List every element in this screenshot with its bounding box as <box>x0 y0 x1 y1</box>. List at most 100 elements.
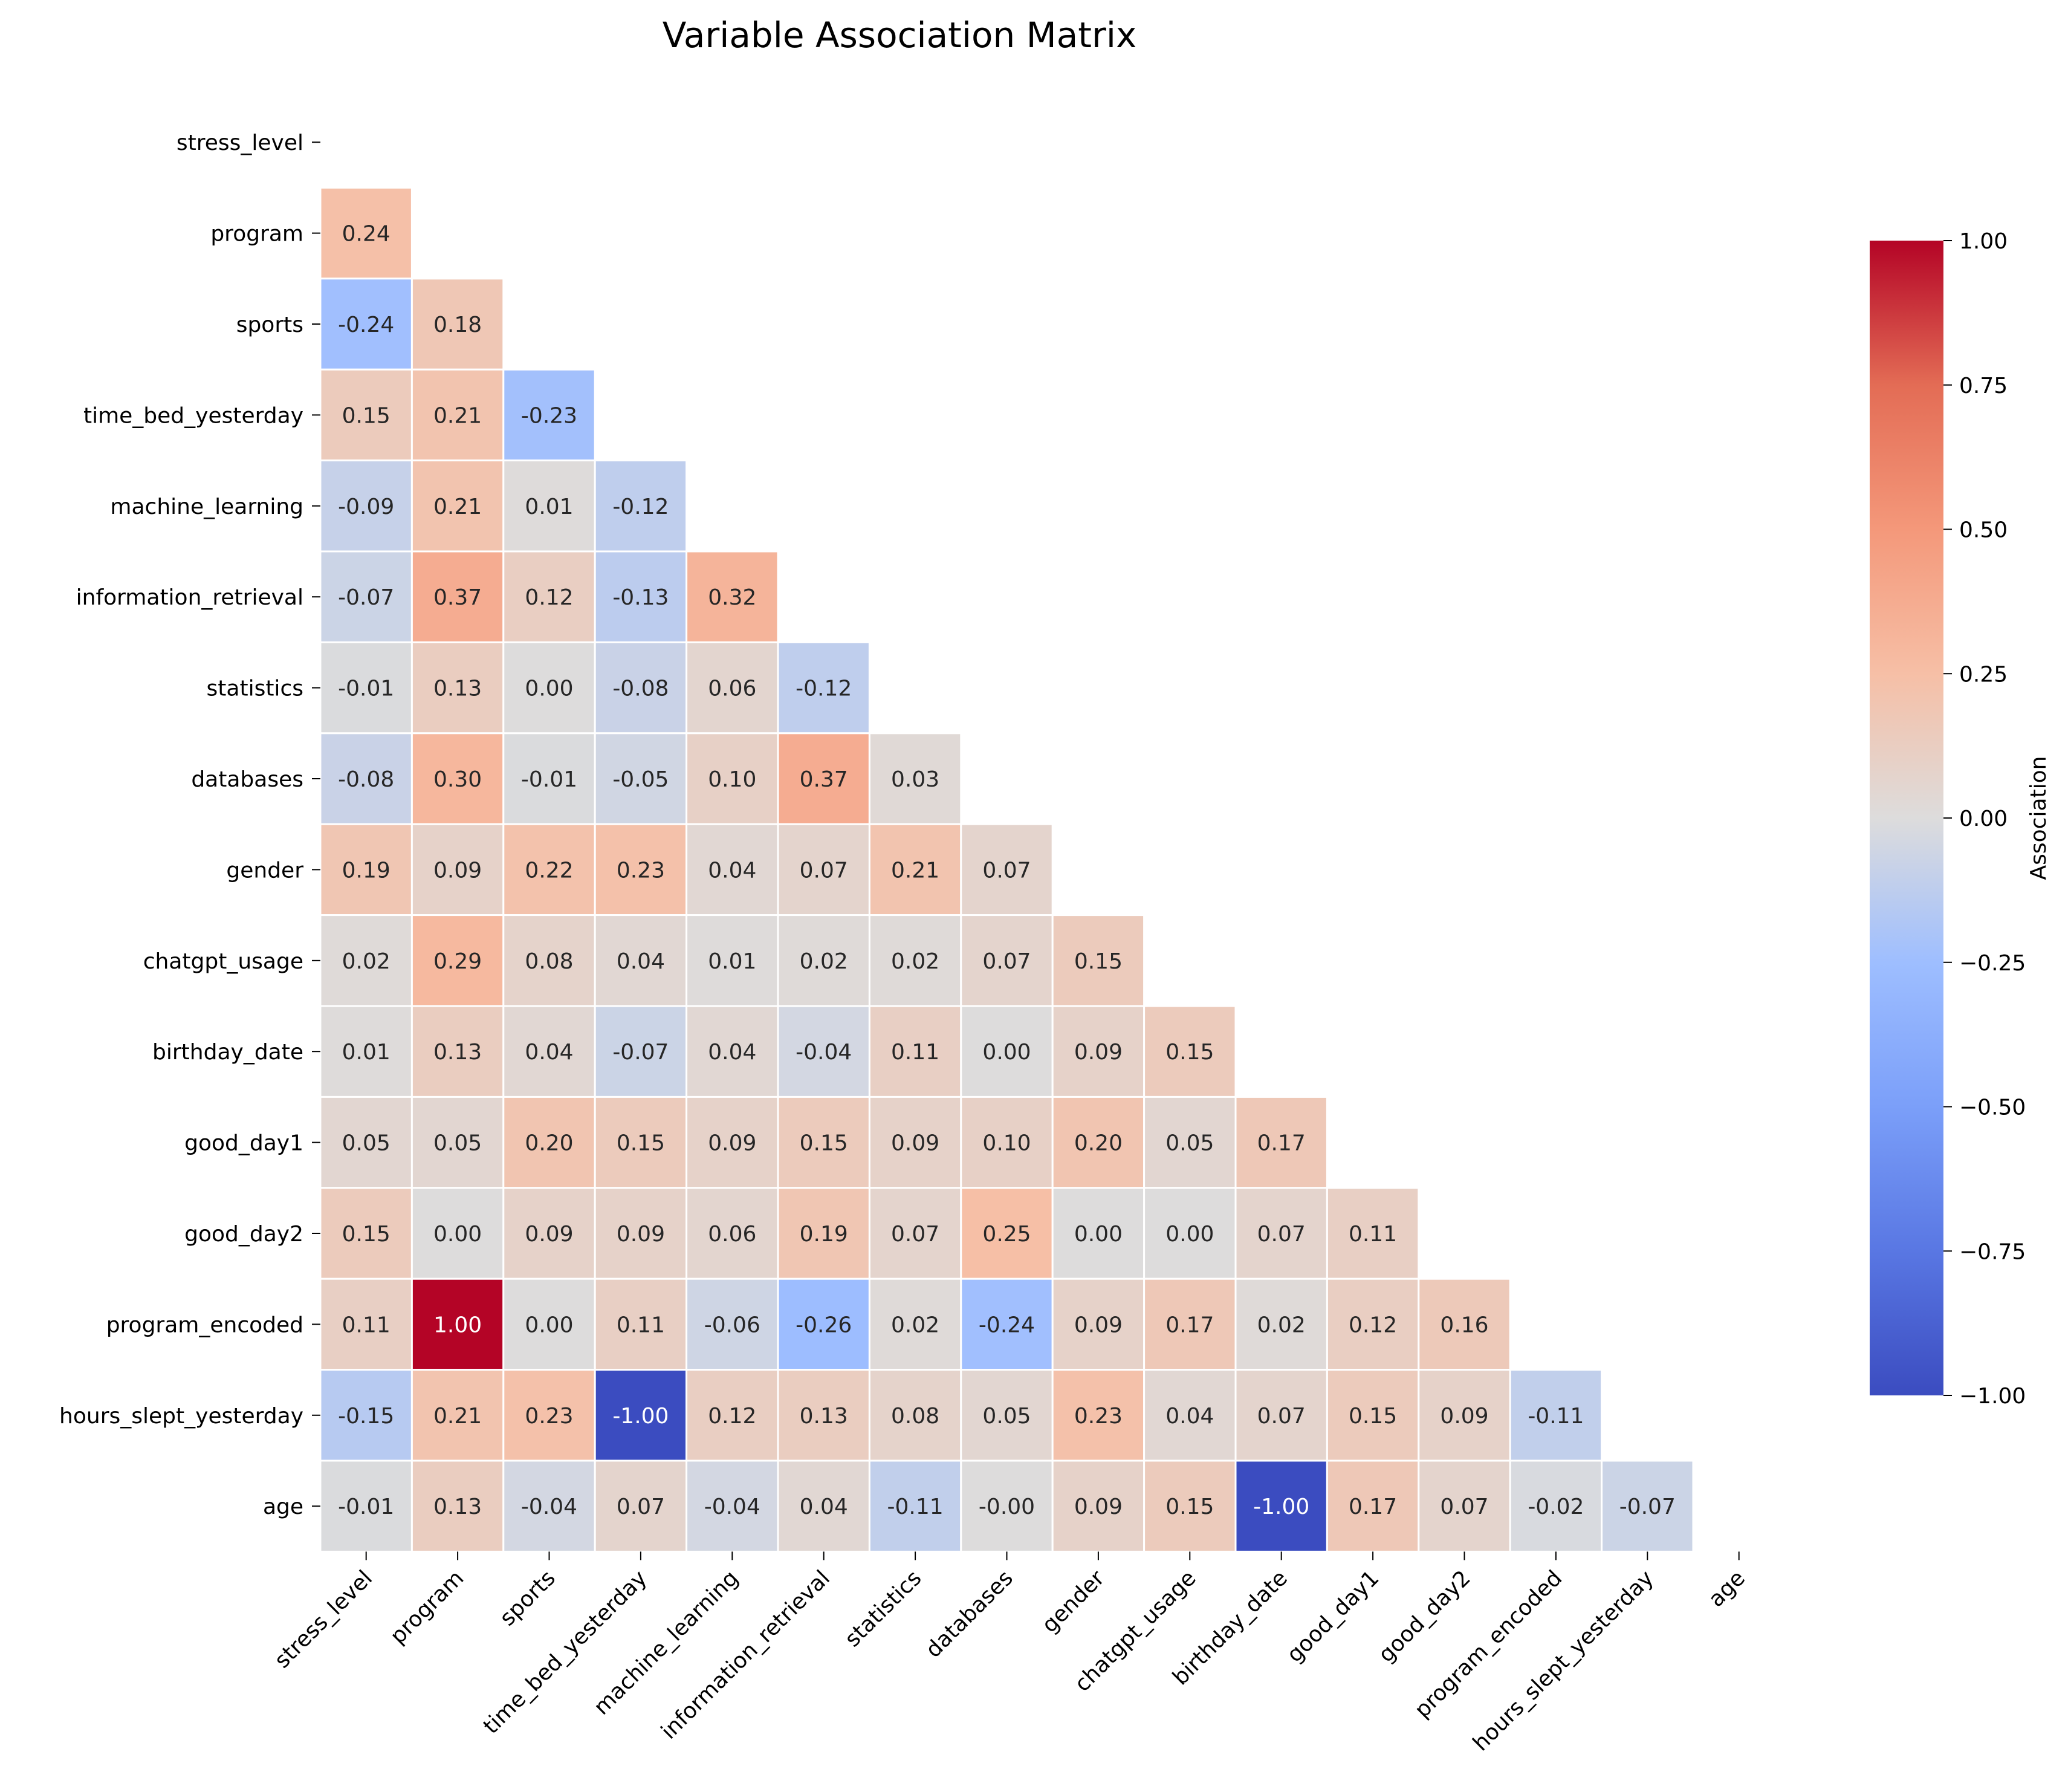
cell-value-label: 0.05 <box>433 1131 482 1156</box>
cell-value-label: -0.23 <box>521 403 577 428</box>
cell-value-label: 0.06 <box>708 1222 756 1247</box>
cell-value-label: 0.21 <box>433 1404 482 1429</box>
x-tick-label: program <box>386 1566 469 1649</box>
cell-value-label: 0.01 <box>342 1040 391 1065</box>
x-tick-label: time_bed_yesterday <box>479 1566 652 1739</box>
heatmap-cell <box>1326 1369 1420 1462</box>
heatmap-cell <box>319 1277 413 1371</box>
cell-value-label: 1.00 <box>433 1313 482 1337</box>
cell-value-label: 0.07 <box>1257 1404 1306 1429</box>
colorbar-tick-label: 0.50 <box>1959 518 2008 543</box>
heatmap-cell <box>502 1187 596 1280</box>
heatmap-cell <box>685 641 779 735</box>
cell-value-label: -0.09 <box>338 495 394 519</box>
cell-value-label: -0.06 <box>704 1313 760 1337</box>
heatmap-cell <box>410 1459 505 1553</box>
heatmap-cell <box>1143 1277 1237 1371</box>
cell-value-label: -0.12 <box>612 495 669 519</box>
heatmap-cell <box>1601 1459 1694 1553</box>
heatmap-cell <box>594 1369 688 1462</box>
x-tick-label: stress_level <box>270 1566 377 1674</box>
cell-value-label: -0.12 <box>796 677 852 701</box>
y-tick-label: time_bed_yesterday <box>83 403 303 428</box>
cell-value-label: -0.05 <box>612 767 669 792</box>
heatmap-cell <box>868 1277 962 1371</box>
y-tick-label: age <box>263 1495 303 1519</box>
cell-value-label: 0.10 <box>708 767 756 792</box>
cell-value-label: 0.23 <box>617 858 665 883</box>
cell-value-label: 0.08 <box>891 1404 939 1429</box>
cell-value-label: -0.08 <box>338 767 394 792</box>
heatmap-cell <box>777 1277 870 1371</box>
heatmap-cell <box>960 1369 1054 1462</box>
cell-value-label: 0.20 <box>1074 1131 1123 1156</box>
cell-value-label: -0.07 <box>612 1040 669 1065</box>
cell-value-label: 0.22 <box>525 858 573 883</box>
cell-value-label: 0.11 <box>617 1313 665 1337</box>
colorbar-gradient <box>1870 241 1943 1395</box>
cell-value-label: 0.18 <box>433 313 482 337</box>
y-tick-label: hours_slept_yesterday <box>59 1404 303 1429</box>
cell-value-label: 0.09 <box>1440 1404 1488 1429</box>
cell-value-label: 0.17 <box>1349 1495 1397 1519</box>
cell-value-label: 0.24 <box>342 222 391 247</box>
cell-value-label: 0.15 <box>800 1131 848 1156</box>
cell-value-label: 0.15 <box>617 1131 665 1156</box>
cell-value-label: 0.00 <box>433 1222 482 1247</box>
cell-value-label: -0.04 <box>796 1040 852 1065</box>
cell-value-label: -0.11 <box>1528 1404 1584 1429</box>
heatmap-cell <box>777 1369 870 1462</box>
cell-value-label: 0.17 <box>1257 1131 1306 1156</box>
heatmap-cell <box>960 1187 1054 1280</box>
heatmap-cells: 0.24 -0.24 0.18 0.15 0.21 -0.23 -0.09 0.21 0.01 -… <box>319 186 1694 1553</box>
cell-value-label: -1.00 <box>1253 1495 1309 1519</box>
cell-value-label: 0.00 <box>525 677 573 701</box>
heatmap-cell <box>868 1187 962 1280</box>
cell-value-label: -0.15 <box>338 1404 394 1429</box>
cell-value-label: 0.09 <box>525 1222 573 1247</box>
cell-value-label: 0.04 <box>800 1495 848 1519</box>
colorbar-tick-label: −0.25 <box>1959 951 2026 976</box>
heatmap-cell <box>960 1459 1054 1553</box>
y-tick-label: good_day1 <box>184 1131 303 1156</box>
cell-value-label: 0.15 <box>1349 1404 1397 1429</box>
cell-value-label: 0.11 <box>1349 1222 1397 1247</box>
y-tick-label: stress_level <box>177 131 303 155</box>
cell-value-label: -0.04 <box>521 1495 577 1519</box>
heatmap-cell <box>1143 1187 1237 1280</box>
heatmap-cell <box>1051 1277 1146 1371</box>
heatmap-cell <box>685 1277 779 1371</box>
cell-value-label: -1.00 <box>612 1404 669 1429</box>
cell-value-label: -0.02 <box>1528 1495 1584 1519</box>
cell-value-label: 0.08 <box>525 949 573 974</box>
cell-value-label: 0.19 <box>800 1222 848 1247</box>
colorbar-label: Association <box>2026 756 2051 880</box>
heatmap-cell <box>410 550 505 643</box>
cell-value-label: 0.09 <box>617 1222 665 1247</box>
cell-value-label: 0.37 <box>433 585 482 610</box>
heatmap-cell <box>868 914 962 1007</box>
heatmap-cell <box>1234 1369 1328 1462</box>
heatmap-cell <box>319 1187 413 1280</box>
y-tick-label: gender <box>226 858 303 883</box>
heatmap-cell <box>1143 1459 1237 1553</box>
y-tick-label: good_day2 <box>184 1222 303 1247</box>
heatmap-cell <box>502 1459 596 1553</box>
cell-value-label: -0.13 <box>612 585 669 610</box>
heatmap-cell <box>502 823 596 917</box>
x-tick-label: good_day1 <box>1282 1566 1384 1667</box>
cell-value-label: 0.07 <box>891 1222 939 1247</box>
cell-value-label: 0.21 <box>891 858 939 883</box>
cell-value-label: 0.09 <box>708 1131 756 1156</box>
heatmap-cell <box>1234 1277 1328 1371</box>
y-tick-label: statistics <box>207 677 303 701</box>
y-tick-label: databases <box>191 767 303 792</box>
heatmap-cell <box>777 1096 870 1189</box>
chart-title: Variable Association Matrix <box>663 15 1137 56</box>
cell-value-label: 0.09 <box>891 1131 939 1156</box>
cell-value-label: 0.25 <box>982 1222 1031 1247</box>
heatmap-cell <box>1234 1459 1328 1553</box>
cell-value-label: 0.07 <box>800 858 848 883</box>
cell-value-label: 0.20 <box>525 1131 573 1156</box>
heatmap-cell <box>410 1187 505 1280</box>
